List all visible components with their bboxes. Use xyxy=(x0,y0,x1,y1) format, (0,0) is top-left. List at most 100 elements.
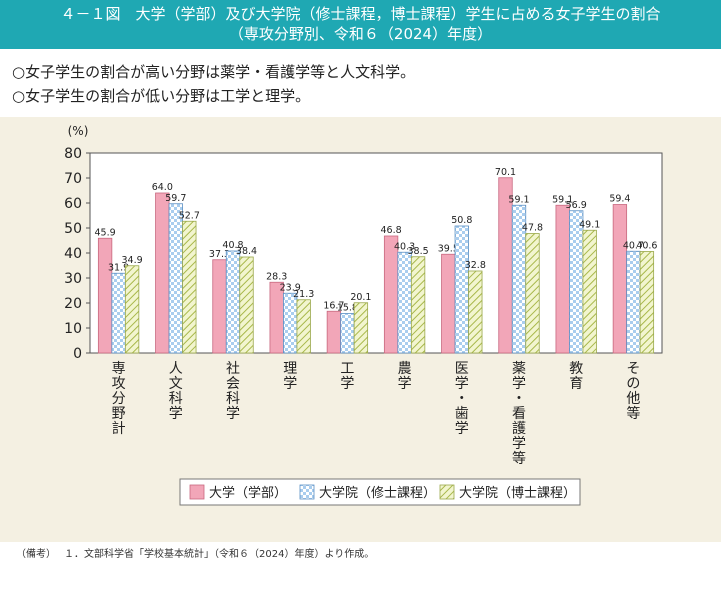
bar-value-label: 40.6 xyxy=(636,241,657,252)
svg-text:計: 計 xyxy=(112,421,126,437)
svg-text:医: 医 xyxy=(455,361,469,377)
svg-text:教: 教 xyxy=(569,361,583,377)
svg-text:そ: そ xyxy=(626,361,640,377)
y-tick-label: 70 xyxy=(64,171,82,187)
bar xyxy=(454,225,469,354)
bar xyxy=(525,233,540,354)
bar-value-label: 31.9 xyxy=(108,262,129,273)
figure-subtitle: （専攻分野別、令和６（2024）年度） xyxy=(228,25,493,43)
bar xyxy=(441,253,456,354)
bar xyxy=(582,229,597,354)
svg-text:農: 農 xyxy=(398,361,412,377)
svg-text:・: ・ xyxy=(512,391,526,407)
bar-value-label: 37.3 xyxy=(209,249,230,260)
bar-value-label: 39.5 xyxy=(438,243,459,254)
category-label: 農学 xyxy=(398,361,412,392)
svg-text:薬: 薬 xyxy=(512,361,526,377)
bar-value-label: 40.8 xyxy=(222,240,243,251)
bar xyxy=(555,204,570,354)
category-label: 工学 xyxy=(340,361,354,392)
svg-text:攻: 攻 xyxy=(112,376,126,392)
svg-text:科: 科 xyxy=(226,391,240,407)
category-label: 人文科学 xyxy=(169,361,183,422)
svg-text:等: 等 xyxy=(512,450,526,467)
svg-text:育: 育 xyxy=(569,376,583,392)
y-tick-label: 80 xyxy=(64,146,82,162)
bar-value-label: 34.9 xyxy=(122,255,143,266)
bar-value-label: 59.1 xyxy=(552,194,573,205)
bar xyxy=(569,210,584,354)
y-axis: (%) 0 10 20 30 40 50 60 70 80 xyxy=(64,124,90,362)
bar-value-label: 38.5 xyxy=(408,246,429,257)
bar-value-label: 49.1 xyxy=(579,219,600,230)
bar-value-label: 23.9 xyxy=(280,282,301,293)
svg-text:工: 工 xyxy=(340,361,354,377)
summary-line-1: ○女子学生の割合が高い分野は薬学・看護学等と人文科学。 xyxy=(12,63,416,81)
category-label: 医学・歯学 xyxy=(455,361,469,437)
bar-value-label: 32.8 xyxy=(465,260,486,271)
svg-text:会: 会 xyxy=(226,376,240,392)
bar xyxy=(97,237,113,354)
bar xyxy=(340,313,355,354)
bar xyxy=(111,272,126,354)
bar-series: 45.9 31.934.9 64.059.7 52.7 37.340.838.4 28.3… xyxy=(95,167,657,354)
svg-text:学: 学 xyxy=(340,376,354,392)
bar xyxy=(124,265,140,354)
bar-value-label: 20.1 xyxy=(350,292,371,303)
category-label: 教育 xyxy=(569,361,583,392)
svg-text:の: の xyxy=(626,376,640,392)
y-tick-label: 50 xyxy=(64,221,82,237)
figure-title: ４－１図 大学（学部）及び大学院（修士課程，博士課程）学生に占める女子学生の割合 xyxy=(60,5,661,23)
svg-text:理: 理 xyxy=(283,361,297,377)
bar-value-label: 16.7 xyxy=(323,300,344,311)
figure-header: ４－１図 大学（学部）及び大学院（修士課程，博士課程）学生に占める女子学生の割合… xyxy=(0,0,721,49)
bar-value-label: 56.9 xyxy=(566,200,587,211)
bar xyxy=(168,203,183,354)
legend-swatch xyxy=(299,484,315,500)
svg-text:看: 看 xyxy=(512,406,526,422)
svg-text:他: 他 xyxy=(626,391,640,407)
bar xyxy=(353,302,369,354)
summary-line-2: ○女子学生の割合が低い分野は工学と理学。 xyxy=(12,87,311,105)
svg-text:学: 学 xyxy=(455,376,469,392)
svg-text:専: 専 xyxy=(112,361,126,377)
bar-value-label: 59.1 xyxy=(508,194,529,205)
y-tick-label: 20 xyxy=(64,296,82,312)
bar xyxy=(383,235,399,354)
bar xyxy=(326,310,342,354)
svg-text:等: 等 xyxy=(626,405,640,422)
svg-text:科: 科 xyxy=(169,391,183,407)
summary-box: ○女子学生の割合が高い分野は薬学・看護学等と人文科学。 ○女子学生の割合が低い分… xyxy=(0,58,721,114)
bar-value-label: 40.3 xyxy=(394,241,415,252)
bar xyxy=(468,270,483,354)
svg-text:社: 社 xyxy=(226,361,240,377)
y-axis-unit: (%) xyxy=(68,124,89,138)
bar-value-label: 46.8 xyxy=(381,225,402,236)
svg-text:・: ・ xyxy=(455,391,469,407)
bar-value-label: 38.4 xyxy=(236,246,257,257)
bar xyxy=(639,251,655,354)
svg-text:学: 学 xyxy=(398,376,412,392)
bar xyxy=(612,204,628,354)
bar-value-label: 40.7 xyxy=(623,240,644,251)
svg-text:学: 学 xyxy=(283,376,297,392)
legend-label: 大学（学部） xyxy=(209,485,287,501)
y-tick-label: 40 xyxy=(64,246,82,262)
legend: 大学（学部） 大学院（修士課程） 大学院（博士課程） xyxy=(179,478,581,506)
bar xyxy=(155,192,170,354)
svg-text:歯: 歯 xyxy=(455,406,469,422)
bar xyxy=(212,259,227,354)
bar-value-label: 50.8 xyxy=(451,215,472,226)
bar xyxy=(239,256,254,354)
bar-value-label: 15.8 xyxy=(337,303,358,314)
notes-label: （備考） xyxy=(16,549,56,560)
svg-text:学: 学 xyxy=(512,436,526,452)
svg-text:学: 学 xyxy=(169,406,183,422)
bar xyxy=(283,292,298,354)
bar-value-label: 52.7 xyxy=(179,210,200,221)
